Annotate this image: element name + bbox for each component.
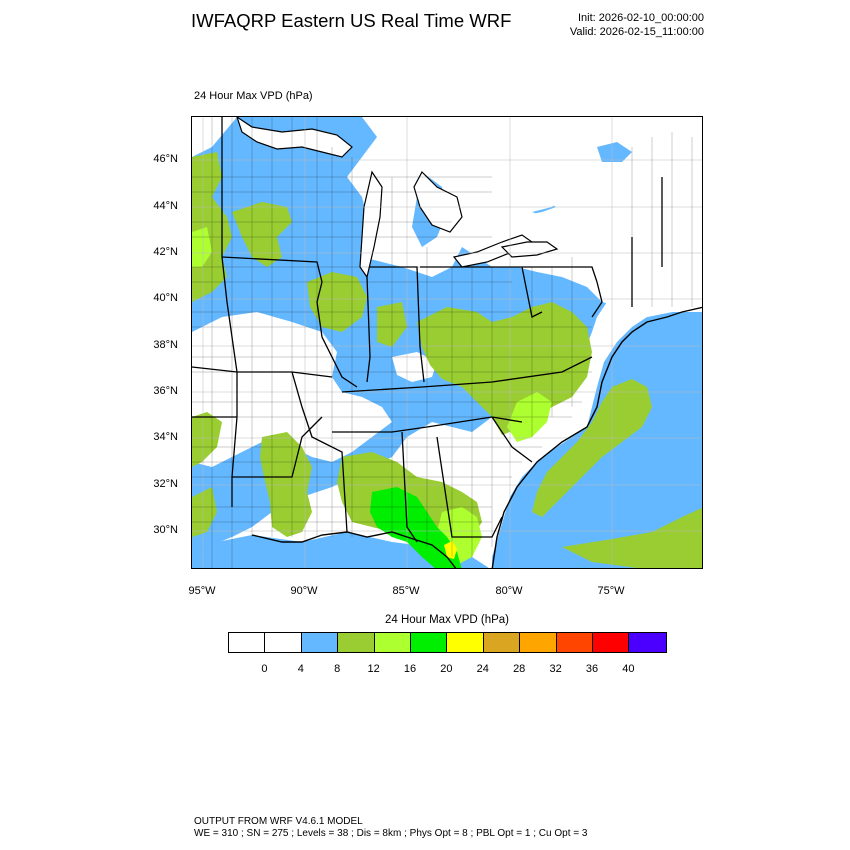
vpd-yellow-regions: [444, 541, 457, 559]
model-config: WE = 310 ; SN = 275 ; Levels = 38 ; Dis …: [194, 828, 588, 839]
lat-label-44n: 44°N: [153, 200, 178, 212]
lon-label-85w: 85°W: [392, 585, 420, 597]
colorbar-tick-label: 24: [476, 663, 489, 675]
colorbar-box-2: [301, 633, 339, 652]
vpd-map: [191, 116, 703, 569]
colorbar-tick-label: 16: [403, 663, 417, 675]
lon-label-80w: 80°W: [495, 585, 523, 597]
lon-label-75w: 75°W: [597, 585, 625, 597]
lat-label-42n: 42°N: [153, 246, 178, 258]
lat-label-36n: 36°N: [153, 385, 178, 397]
state-borders: [192, 117, 663, 543]
colorbar-box-0: [229, 633, 266, 652]
lat-label-40n: 40°N: [153, 292, 178, 304]
colorbar-box-5: [410, 633, 448, 652]
lat-label-32n: 32°N: [153, 478, 178, 490]
model-info: OUTPUT FROM WRF V4.6.1 MODEL: [194, 816, 363, 827]
coastline: [251, 306, 702, 568]
colorbar-box-4: [374, 633, 411, 652]
colorbar-box-7: [483, 633, 521, 652]
colorbar-tick-label: 40: [622, 663, 635, 675]
colorbar-tick-label: 4: [297, 663, 304, 675]
field-label: 24 Hour Max VPD (hPa): [194, 90, 313, 102]
colorbar: [228, 632, 667, 653]
colorbar-box-11: [629, 633, 666, 652]
colorbar-tick-label: 28: [513, 663, 526, 675]
lat-label-34n: 34°N: [153, 431, 178, 443]
lat-label-30n: 30°N: [153, 524, 178, 536]
colorbar-box-10: [592, 633, 630, 652]
plot-title: IWFAQRP Eastern US Real Time WRF: [191, 10, 512, 31]
lat-label-38n: 38°N: [153, 339, 178, 351]
colorbar-tick-label: 12: [367, 663, 380, 675]
colorbar-tick-label: 8: [334, 663, 341, 675]
county-borders: [192, 117, 693, 568]
colorbar-title: 24 Hour Max VPD (hPa): [385, 614, 509, 626]
colorbar-box-1: [265, 633, 302, 652]
colorbar-box-8: [520, 633, 557, 652]
lon-label-95w: 95°W: [188, 585, 216, 597]
colorbar-box-3: [338, 633, 375, 652]
valid-time: Valid: 2026-02-15_11:00:00: [569, 26, 704, 38]
vpd-green-regions: [370, 487, 462, 568]
colorbar-tick-label: 36: [585, 663, 599, 675]
init-time: Init: 2026-02-10_00:00:00: [578, 12, 704, 24]
colorbar-tick-label: 20: [440, 663, 453, 675]
colorbar-box-9: [556, 633, 593, 652]
colorbar-box-6: [447, 633, 484, 652]
colorbar-tick-label: 32: [549, 663, 562, 675]
graticule: [192, 117, 702, 568]
lat-label-46n: 46°N: [153, 153, 178, 165]
colorbar-tick-label: 0: [261, 663, 268, 675]
lon-label-90w: 90°W: [290, 585, 318, 597]
great-lakes: [236, 117, 559, 279]
